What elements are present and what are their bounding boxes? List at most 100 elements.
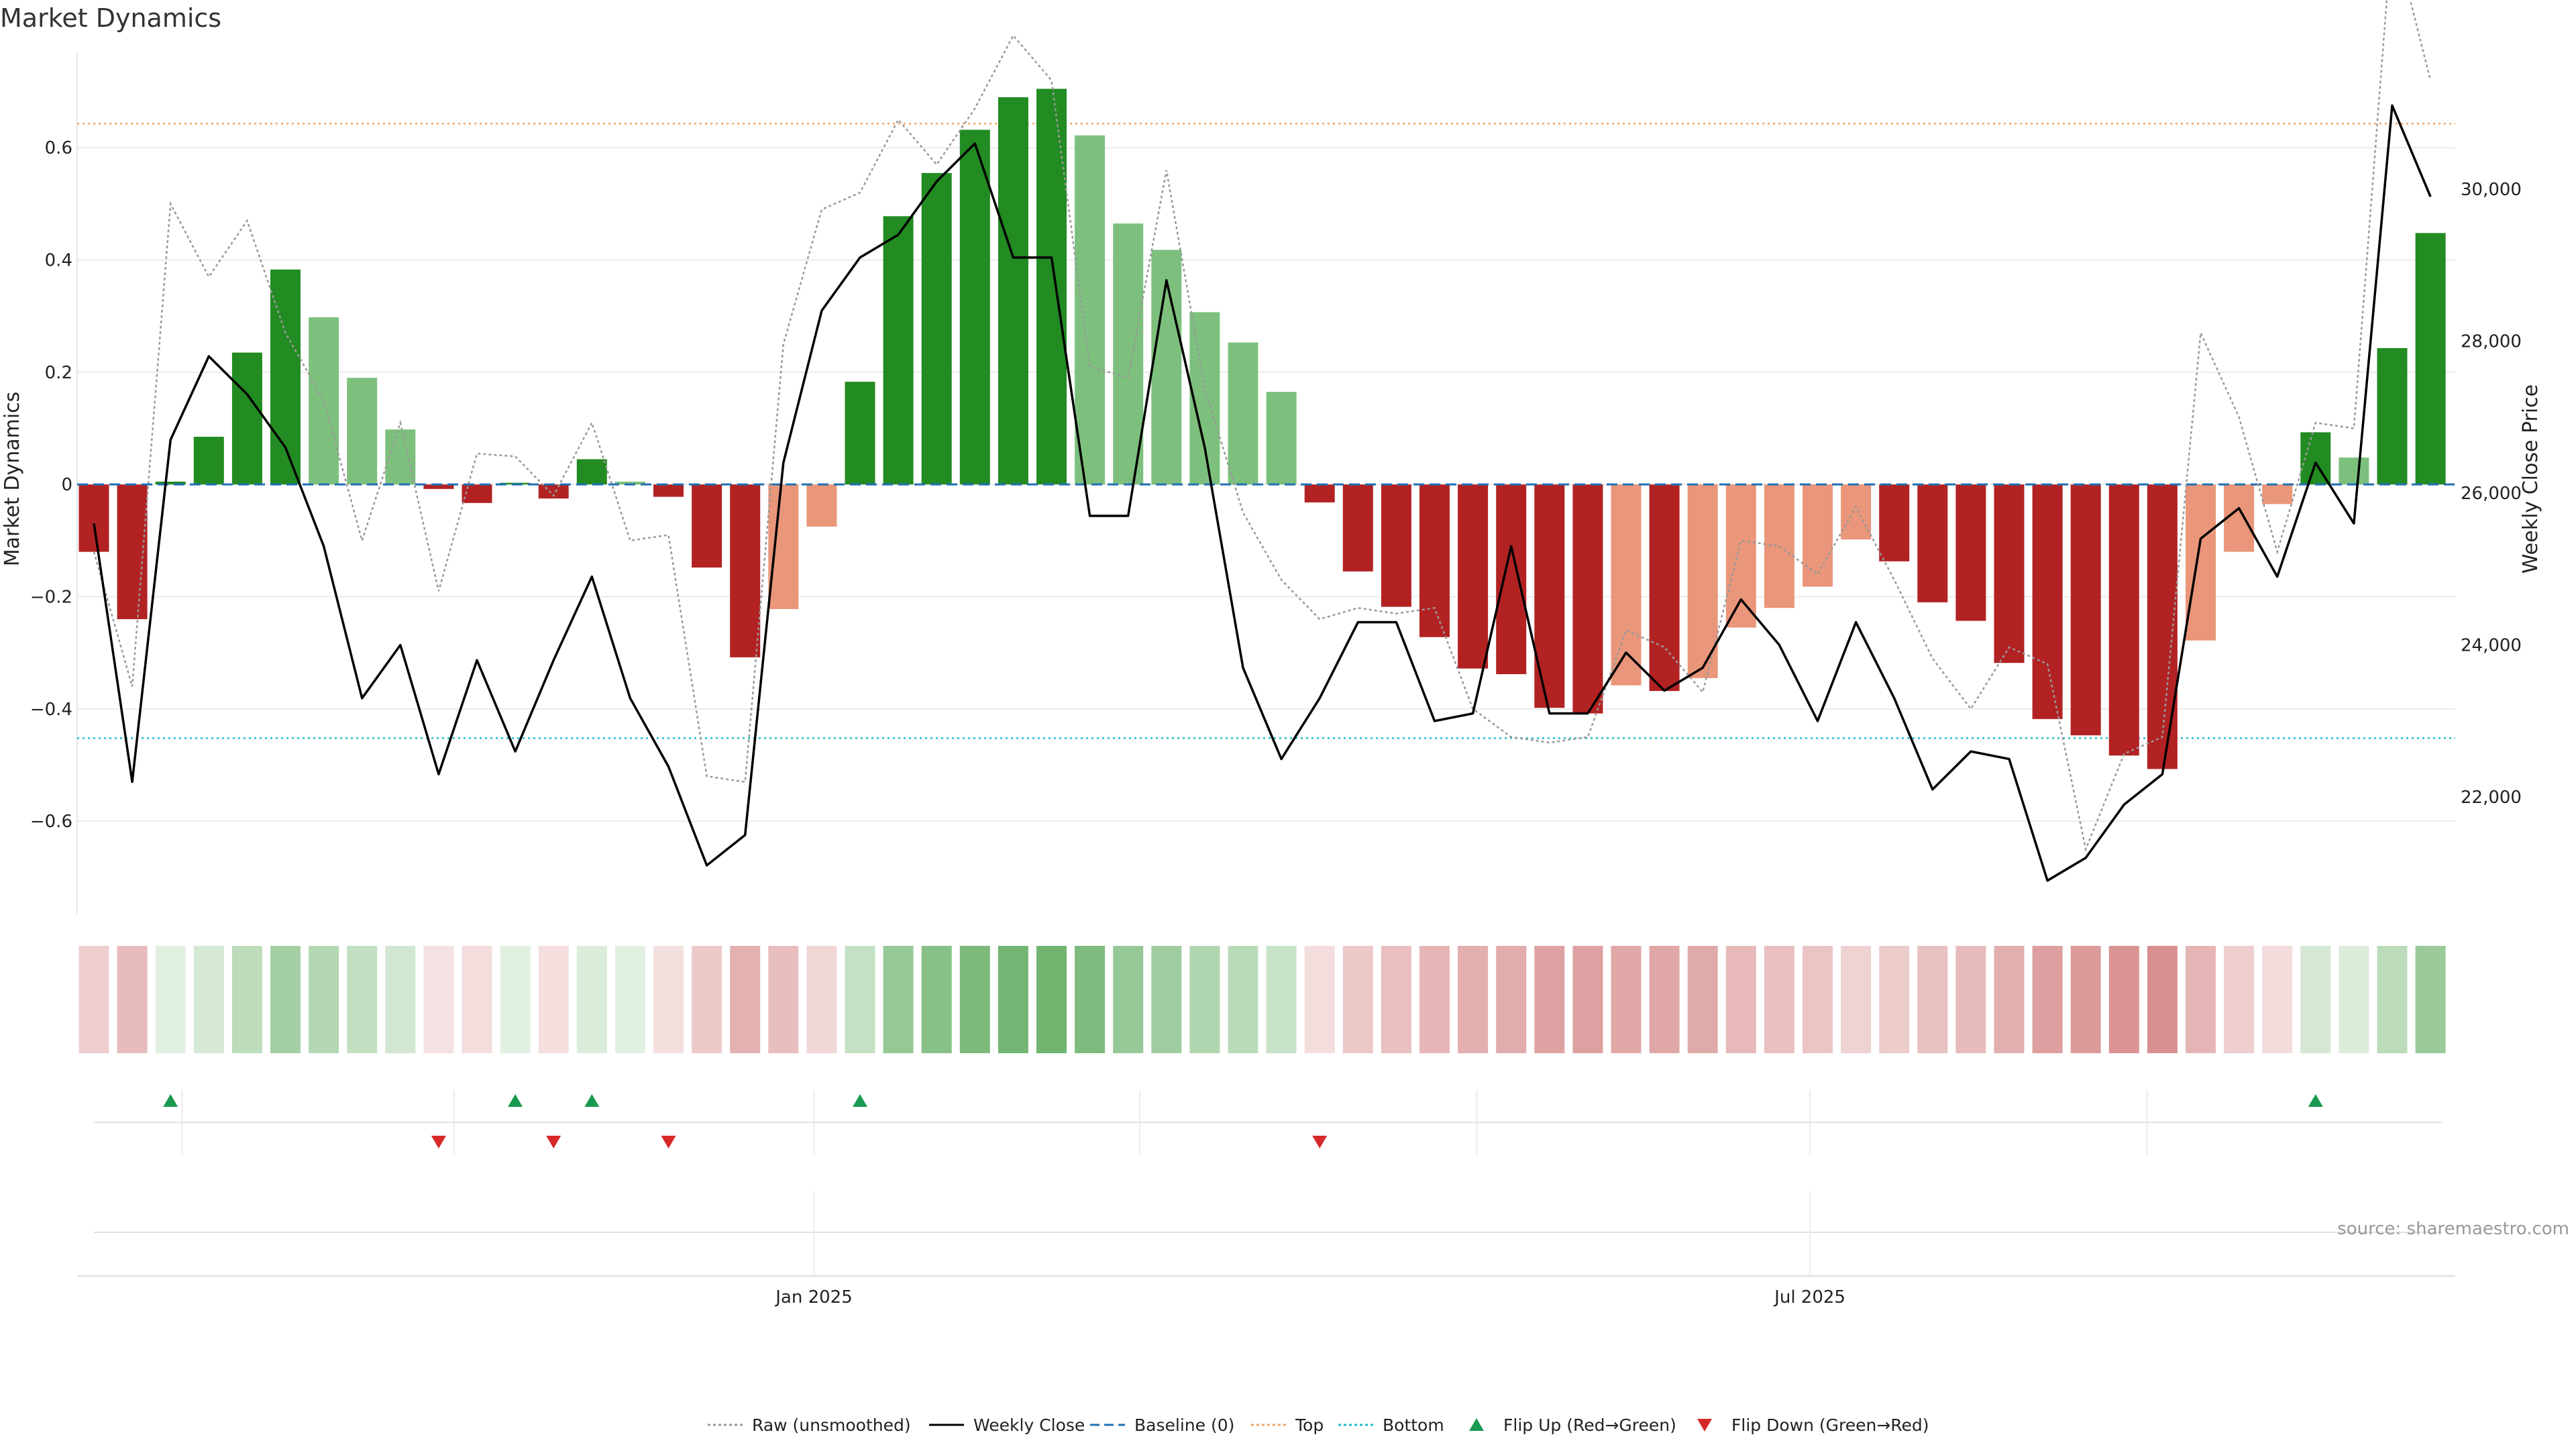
heat-cell: [806, 946, 837, 1053]
dynamics-bar: [2147, 484, 2178, 769]
dynamics-bar: [193, 437, 224, 485]
legend-label: Weekly Close: [973, 1415, 1085, 1435]
y-left-tick-label: −0.4: [30, 700, 72, 720]
heat-cell: [1687, 946, 1718, 1053]
heat-cell: [1534, 946, 1565, 1053]
heat-cell: [500, 946, 531, 1053]
heat-cell: [883, 946, 914, 1053]
date-axis-panel: Jan 2025 Jul 2025: [77, 1191, 2455, 1307]
dynamics-bar: [2070, 484, 2101, 736]
dynamics-bar: [1534, 484, 1565, 708]
legend-label: Bottom: [1383, 1415, 1444, 1435]
dynamics-bar: [768, 484, 799, 609]
heat-cell: [1803, 946, 1833, 1053]
heat-cell: [231, 946, 262, 1053]
heat-cell: [1879, 946, 1910, 1053]
dynamics-bar: [845, 382, 875, 485]
legend-label: Flip Up (Red→Green): [1503, 1415, 1676, 1435]
flip-up-marker: [2308, 1094, 2323, 1107]
dynamics-bar: [806, 484, 837, 527]
dynamics-bar: [2339, 458, 2369, 485]
heat-cell: [576, 946, 607, 1053]
raw-unsmoothed-line: [93, 0, 2432, 853]
heat-cell: [538, 946, 569, 1053]
heat-cell: [1113, 946, 1144, 1053]
heat-cell: [2070, 946, 2101, 1053]
y-left-tick-label: −0.6: [30, 812, 72, 832]
dynamics-bar: [653, 484, 684, 497]
chart-title: Market Dynamics: [0, 3, 221, 33]
heat-cell: [117, 946, 148, 1053]
legend-label: Top: [1295, 1415, 1324, 1435]
dynamics-bar: [2186, 484, 2216, 641]
y-right-tick-label: 22,000: [2461, 788, 2522, 808]
dynamics-bar: [2224, 484, 2255, 552]
dynamics-bar: [1687, 484, 1718, 678]
heat-cell: [1496, 946, 1527, 1053]
heat-cell: [1764, 946, 1794, 1053]
dynamics-bar: [423, 484, 454, 489]
heat-cell: [2147, 946, 2178, 1053]
legend-item-raw: Raw (unsmoothed): [708, 1415, 911, 1435]
legend-label: Baseline (0): [1134, 1415, 1234, 1435]
heat-cell: [2224, 946, 2255, 1053]
heat-cell: [1228, 946, 1258, 1053]
dynamics-bar: [1342, 484, 1373, 572]
heat-cell: [309, 946, 339, 1053]
heat-cell: [730, 946, 761, 1053]
dynamics-bar: [998, 97, 1028, 485]
dynamics-bar: [1113, 223, 1144, 485]
dynamics-bar: [2377, 347, 2408, 485]
heat-cell: [1611, 946, 1642, 1053]
heat-cell: [2339, 946, 2369, 1053]
dynamics-bar: [1955, 484, 1986, 621]
legend: Raw (unsmoothed) Weekly Close Baseline (0)…: [708, 1415, 1929, 1435]
legend-swatch: [1469, 1418, 1484, 1431]
dynamics-bar: [78, 484, 109, 552]
y-right-tick-label: 24,000: [2461, 636, 2522, 656]
dynamics-bar: [614, 482, 645, 485]
flip-markers-panel: [94, 1090, 2442, 1155]
y-left-tick-label: −0.2: [30, 588, 72, 608]
dynamics-bar: [576, 459, 607, 485]
heat-cell: [423, 946, 454, 1053]
legend-label: Raw (unsmoothed): [752, 1415, 911, 1435]
heat-cell: [270, 946, 301, 1053]
dynamics-bar: [692, 484, 722, 568]
legend-item-flip_down: Flip Down (Green→Red): [1697, 1415, 1929, 1435]
dynamics-bar: [1228, 342, 1258, 485]
y-left-tick-label: 0.4: [45, 251, 72, 271]
heat-cell: [1725, 946, 1756, 1053]
heat-cell: [959, 946, 990, 1053]
heat-cell: [1036, 946, 1067, 1053]
dynamics-bar: [1917, 484, 1948, 602]
heat-cell: [1075, 946, 1106, 1053]
heat-cell: [1266, 946, 1297, 1053]
dynamics-bar: [2032, 484, 2063, 719]
heat-cell: [1189, 946, 1220, 1053]
heat-cell: [998, 946, 1028, 1053]
heat-cell: [845, 946, 875, 1053]
y-axis-right-label: Weekly Close Price: [2519, 384, 2542, 574]
source-credit: source: sharemaestro.com: [2337, 1219, 2569, 1239]
heat-cell: [78, 946, 109, 1053]
dynamics-bar: [1151, 250, 1182, 485]
dynamics-bar: [959, 129, 990, 485]
dynamics-bar: [921, 172, 952, 485]
dynamics-bar: [155, 482, 186, 485]
dynamics-bar: [1458, 484, 1489, 669]
dynamics-bar: [1725, 484, 1756, 628]
flip-down-marker: [1312, 1136, 1328, 1148]
y-right-tick-label: 26,000: [2461, 484, 2522, 504]
main-panel: −0.6 −0.4 −0.2 0 0.2 0.4 0.6 22,000 24,000 26,000…: [30, 0, 2522, 914]
heat-cell: [155, 946, 186, 1053]
dynamics-bar: [2262, 484, 2293, 504]
dynamics-bar: [1841, 484, 1872, 540]
dynamics-bar: [1266, 392, 1297, 485]
x-tick-label: Jan 2025: [774, 1287, 853, 1307]
flip-up-marker: [584, 1094, 600, 1107]
heat-cell: [2300, 946, 2331, 1053]
legend-item-flip_up: Flip Up (Red→Green): [1469, 1415, 1676, 1435]
dynamics-bar: [1036, 89, 1067, 485]
legend-label: Flip Down (Green→Red): [1731, 1415, 1929, 1435]
